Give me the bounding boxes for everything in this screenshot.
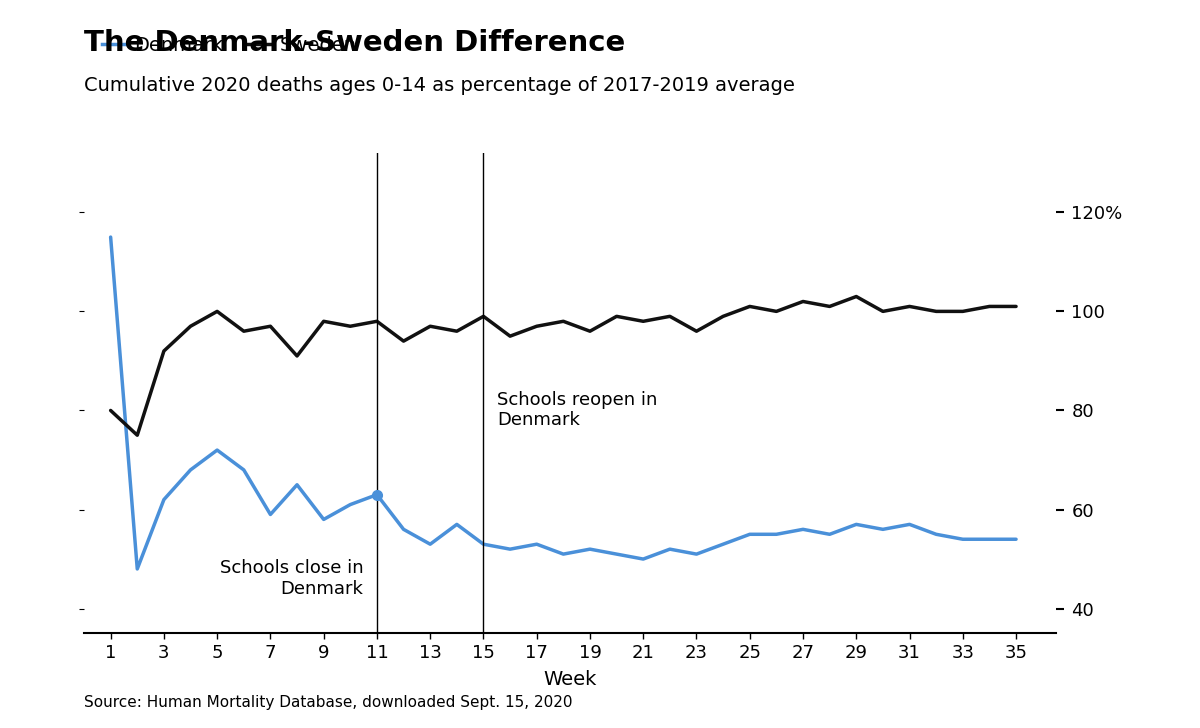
- Text: Source: Human Mortality Database, downloaded Sept. 15, 2020: Source: Human Mortality Database, downlo…: [84, 695, 572, 710]
- Text: The Denmark-Sweden Difference: The Denmark-Sweden Difference: [84, 29, 625, 57]
- Text: Cumulative 2020 deaths ages 0-14 as percentage of 2017-2019 average: Cumulative 2020 deaths ages 0-14 as perc…: [84, 76, 794, 95]
- Text: Schools close in
Denmark: Schools close in Denmark: [220, 559, 364, 598]
- Legend: Denmark, Sweden: Denmark, Sweden: [94, 28, 365, 63]
- X-axis label: Week: Week: [544, 670, 596, 689]
- Text: Schools reopen in
Denmark: Schools reopen in Denmark: [497, 391, 658, 430]
